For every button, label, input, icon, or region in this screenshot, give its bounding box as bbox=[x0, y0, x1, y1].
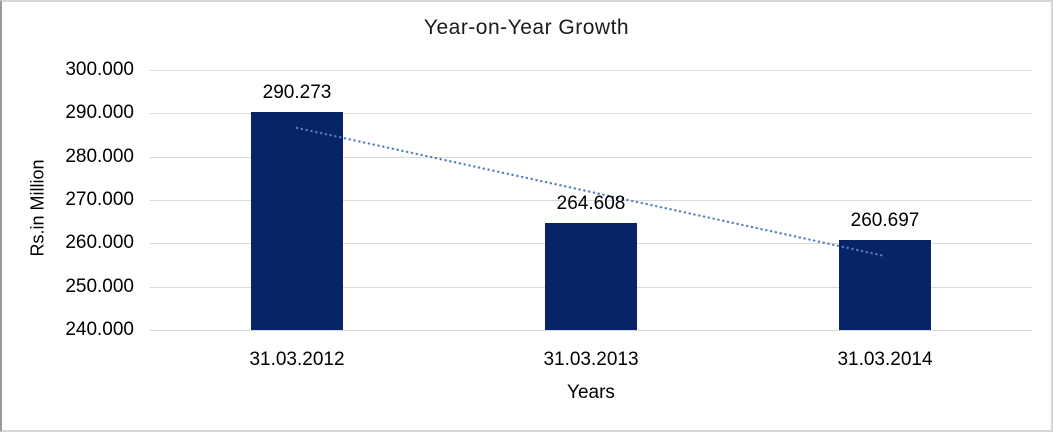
y-tick-label: 290.000 bbox=[65, 102, 134, 124]
x-axis-title: Years bbox=[567, 382, 615, 403]
bar-value-label: 264.608 bbox=[556, 193, 626, 215]
bar bbox=[251, 112, 343, 330]
bar-value-label: 290.273 bbox=[262, 82, 332, 104]
plot-area: 290.273 264.608 260.697 bbox=[150, 70, 1032, 331]
x-tick-label: 31.03.2012 bbox=[249, 349, 345, 370]
gridline bbox=[150, 330, 1032, 331]
bar bbox=[545, 223, 637, 330]
y-tick-label: 260.000 bbox=[65, 232, 134, 254]
gridline bbox=[150, 70, 1032, 71]
gridline bbox=[150, 156, 1032, 158]
x-tick-label: 31.03.2014 bbox=[837, 349, 933, 370]
y-tick-label: 300.000 bbox=[65, 59, 134, 80]
y-tick-label: 280.000 bbox=[65, 145, 134, 167]
y-tick-label: 250.000 bbox=[65, 275, 134, 297]
gridline bbox=[150, 200, 1032, 201]
bar bbox=[839, 240, 931, 330]
y-tick-label: 270.000 bbox=[65, 189, 134, 210]
x-tick-label: 31.03.2013 bbox=[543, 349, 639, 370]
y-tick-label: 240.000 bbox=[65, 319, 134, 340]
gridline bbox=[150, 113, 1032, 115]
chart-title: Year-on-Year Growth bbox=[423, 16, 630, 39]
bar-value-label: 260.697 bbox=[850, 210, 920, 232]
